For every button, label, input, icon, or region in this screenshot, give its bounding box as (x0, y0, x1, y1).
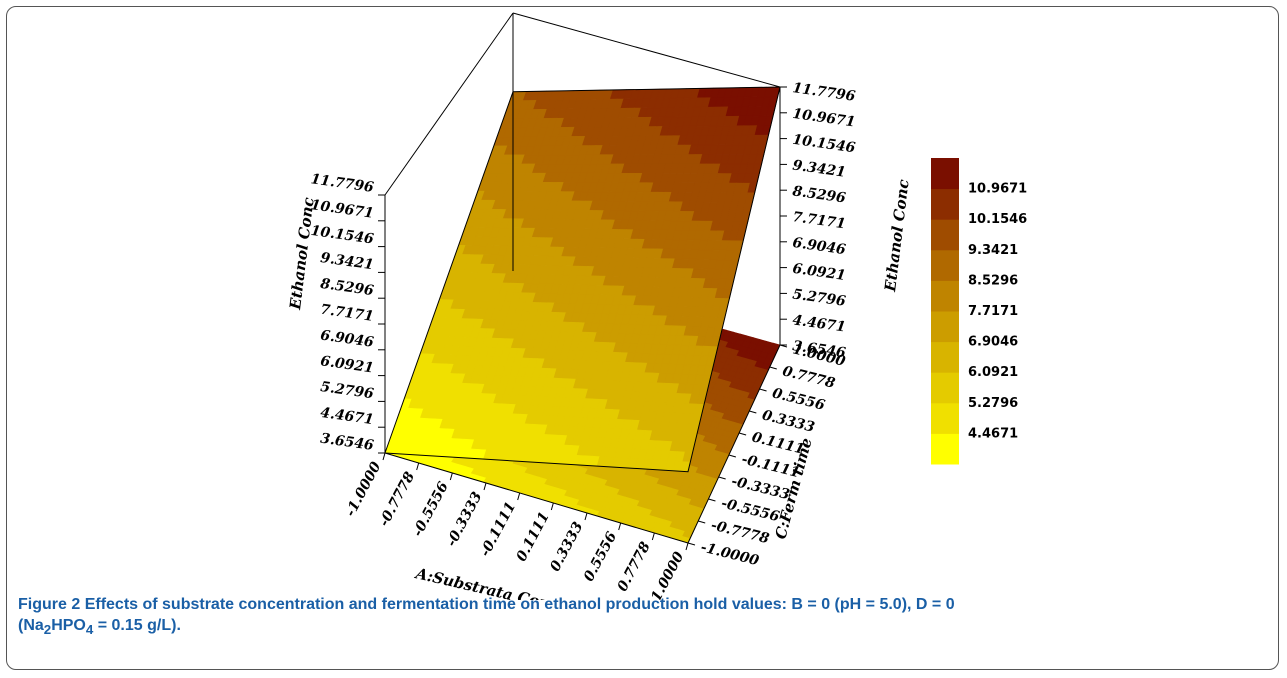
colorbar-swatch (931, 372, 959, 403)
x-tick-label: -0.3333 (444, 489, 486, 549)
x-tick-label: 0.5556 (581, 529, 620, 584)
z-tick-label-left: 6.0921 (319, 353, 374, 376)
x-tick-label: -1.0000 (343, 459, 385, 519)
z-tick-label-left: 10.1546 (310, 223, 375, 248)
z-tick-label-right: 10.9671 (791, 106, 856, 131)
z-tick-label-left: 5.2796 (319, 379, 375, 402)
colorbar-swatch (931, 250, 959, 281)
x-tick-label: 0.3333 (547, 519, 586, 574)
x-tick-mark (551, 503, 553, 510)
y-tick-mark (729, 455, 736, 457)
y-tick-mark (760, 389, 767, 391)
caption-lead: Figure 2 (18, 596, 80, 613)
z-axis-label-right: Ethanol Conc (881, 178, 913, 293)
z-tick-label-right: 9.3421 (791, 158, 846, 181)
z-tick-label-right: 6.0921 (791, 261, 846, 284)
x-tick-mark (450, 473, 452, 480)
x-tick-mark (484, 483, 486, 490)
x-tick-label: 0.7778 (615, 539, 654, 594)
x-tick-mark (652, 533, 654, 540)
colorbar-swatch (931, 311, 959, 342)
z-tick-label-right: 4.4671 (791, 312, 846, 335)
z-tick-label-left: 3.6546 (319, 431, 375, 454)
y-tick-mark (719, 477, 726, 479)
x-tick-label: -0.1111 (477, 499, 519, 559)
colorbar-swatch (931, 342, 959, 373)
colorbar-swatch (931, 189, 959, 220)
figure-caption: Figure 2 Effects of substrate concentrat… (18, 594, 1258, 640)
y-tick-label: -1.0000 (699, 539, 761, 569)
colorbar-swatch (931, 158, 959, 189)
colorbar-tick-label: 10.9671 (968, 182, 1027, 197)
box-edge (513, 13, 780, 87)
z-tick-label-left: 10.9671 (310, 197, 375, 222)
y-tick-label: 0.5556 (771, 385, 827, 414)
x-tick-label: 0.1111 (514, 509, 553, 564)
y-tick-label: 0.3333 (760, 407, 816, 436)
z-tick-label-right: 11.7796 (791, 80, 856, 105)
colorbar-tick-label: 8.5296 (968, 273, 1018, 288)
colorbar: 4.4671 5.2796 6.0921 6.9046 7.7171 8.5296 9.34… (931, 158, 1027, 465)
colorbar-tick-label: 4.4671 (968, 426, 1018, 441)
x-tick-mark (518, 493, 520, 500)
y-tick-label: 0.7778 (781, 363, 837, 392)
surface-plot: 3.65463.65464.46714.46715.27965.27966.09… (0, 0, 1287, 600)
z-tick-label-left: 11.7796 (310, 171, 375, 196)
z-tick-label-left: 8.5296 (319, 276, 375, 299)
x-tick-label: -0.5556 (410, 479, 452, 539)
y-tick-mark (770, 367, 777, 369)
x-tick-mark (417, 463, 419, 470)
z-tick-label-left: 4.4671 (319, 405, 374, 428)
x-tick-mark (686, 543, 688, 550)
x-tick-label: -0.7778 (376, 469, 418, 529)
colorbar-tick-label: 6.0921 (968, 365, 1018, 380)
colorbar-swatch (931, 219, 959, 250)
colorbar-tick-label: 5.2796 (968, 396, 1018, 411)
z-tick-label-left: 7.7171 (319, 302, 374, 325)
z-tick-label-left: 6.9046 (319, 327, 375, 350)
z-tick-label-right: 7.7171 (791, 209, 846, 232)
z-tick-label-right: 6.9046 (791, 235, 847, 258)
z-axis-label-left: Ethanol Conc (286, 196, 318, 311)
y-tick-mark (749, 411, 756, 413)
y-tick-mark (688, 543, 695, 545)
z-tick-label-left: 9.3421 (319, 250, 374, 273)
caption-line2: (Na2HPO4 = 0.15 g/L). (18, 617, 181, 634)
z-tick-label-right: 8.5296 (791, 183, 847, 206)
x-tick-mark (585, 513, 587, 520)
y-tick-mark (739, 433, 746, 435)
colorbar-swatch (931, 403, 959, 434)
colorbar-swatch (931, 433, 959, 464)
colorbar-tick-label: 9.3421 (968, 243, 1018, 258)
colorbar-tick-label: 7.7171 (968, 304, 1018, 319)
colorbar-tick-label: 6.9046 (968, 335, 1018, 350)
z-tick-label-right: 5.2796 (791, 287, 847, 310)
colorbar-tick-label: 10.1546 (968, 212, 1027, 227)
x-tick-label: 1.0000 (648, 549, 687, 600)
x-tick-mark (383, 453, 385, 460)
colorbar-swatch (931, 280, 959, 311)
caption-text: Effects of substrate concentration and f… (85, 596, 955, 613)
surface (385, 87, 780, 543)
y-tick-mark (708, 499, 715, 501)
x-tick-mark (619, 523, 621, 530)
z-tick-label-right: 10.1546 (791, 132, 856, 157)
y-tick-mark (698, 521, 705, 523)
